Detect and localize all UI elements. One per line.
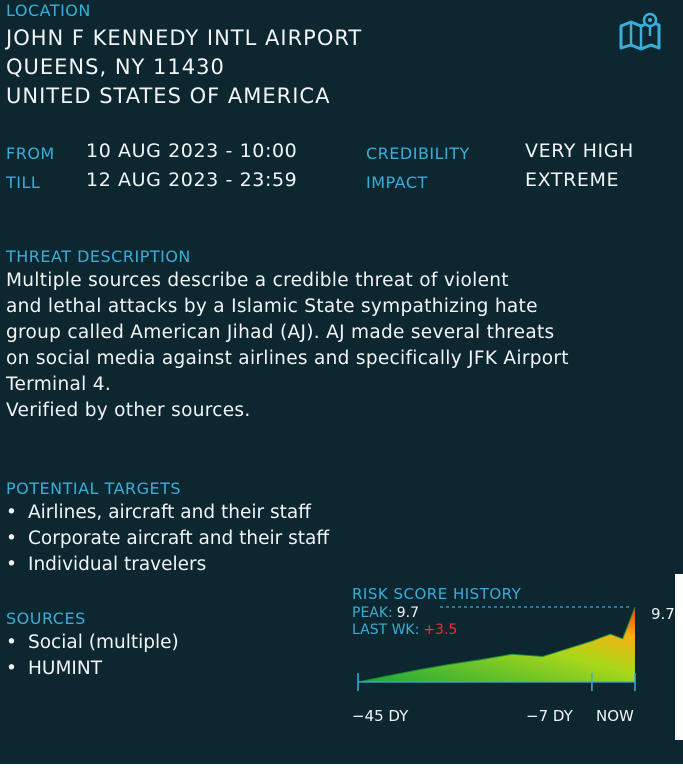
location-label: LOCATION <box>6 1 91 20</box>
targets-list: Airlines, aircraft and their staff Corpo… <box>6 500 329 578</box>
frame-edge-bottom <box>0 764 683 782</box>
x-tick-label-now: NOW <box>596 707 634 725</box>
peak-label: PEAK: <box>352 605 393 621</box>
threat-line: Verified by other sources. <box>6 400 251 421</box>
list-item: Airlines, aircraft and their staff <box>6 500 329 526</box>
x-tick-label-start: −45 DY <box>352 707 409 725</box>
list-item: Corporate aircraft and their staff <box>6 526 329 552</box>
from-value: 10 AUG 2023 - 10:00 <box>86 140 298 162</box>
list-item: Individual travelers <box>6 552 329 578</box>
peak-marker-label: 9.7 <box>651 605 675 623</box>
last-week-label: LAST WK: <box>352 622 420 638</box>
risk-line <box>357 606 636 683</box>
location-line-1: JOHN F KENNEDY INTL AIRPORT <box>6 26 363 50</box>
credibility-value: VERY HIGH <box>525 140 634 162</box>
risk-score-chart <box>357 606 636 691</box>
credibility-label: CREDIBILITY <box>366 144 470 163</box>
x-tick-label-7dy: −7 DY <box>526 707 573 725</box>
threat-line: group called American Jihad (AJ). AJ mad… <box>6 322 555 343</box>
threat-description-text: Multiple sources describe a credible thr… <box>6 268 646 424</box>
peak-value: 9.7 <box>396 605 420 621</box>
threat-line: on social media against airlines and spe… <box>6 348 569 369</box>
threat-line: Terminal 4. <box>6 374 112 395</box>
location-line-2: QUEENS, NY 11430 <box>6 55 225 79</box>
from-label: FROM <box>6 144 55 163</box>
sources-label: SOURCES <box>6 609 86 628</box>
impact-label: IMPACT <box>366 173 428 192</box>
threat-line: and lethal attacks by a Islamic State sy… <box>6 296 538 317</box>
risk-chart-title: RISK SCORE HISTORY <box>352 585 522 603</box>
risk-area <box>358 607 635 682</box>
till-label: TILL <box>6 173 41 192</box>
frame-edge-right <box>675 574 683 740</box>
impact-value: EXTREME <box>525 169 620 191</box>
list-item: HUMINT <box>6 656 179 682</box>
last-week-row: LAST WK: +3.5 <box>352 622 457 638</box>
till-value: 12 AUG 2023 - 23:59 <box>86 169 298 191</box>
peak-row: PEAK: 9.7 <box>352 605 419 621</box>
threat-line: Multiple sources describe a credible thr… <box>6 270 509 291</box>
potential-targets-label: POTENTIAL TARGETS <box>6 479 182 498</box>
sources-list: Social (multiple) HUMINT <box>6 630 179 682</box>
last-week-value: +3.5 <box>423 622 458 638</box>
location-line-3: UNITED STATES OF AMERICA <box>6 84 331 108</box>
list-item: Social (multiple) <box>6 630 179 656</box>
map-pin-icon[interactable] <box>618 12 662 52</box>
threat-description-label: THREAT DESCRIPTION <box>6 247 191 266</box>
